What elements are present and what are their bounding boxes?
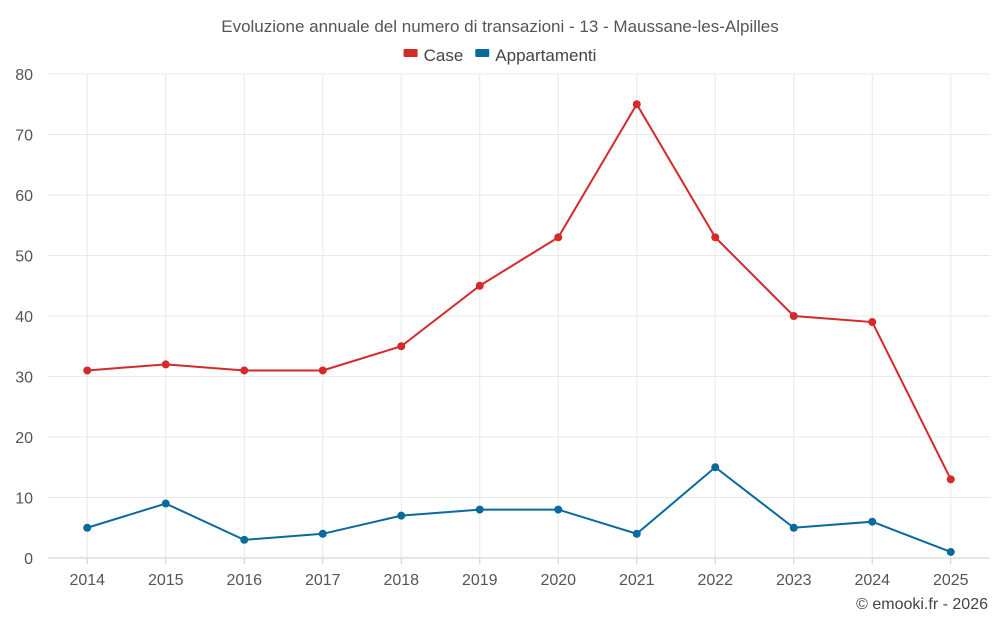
series-line-case bbox=[87, 102, 952, 480]
legend-label: Case bbox=[424, 46, 464, 65]
series-group bbox=[83, 100, 955, 556]
x-tick-label: 2014 bbox=[69, 572, 105, 589]
data-point-appartamenti[interactable] bbox=[632, 529, 641, 538]
x-tick-label: 2024 bbox=[854, 572, 890, 589]
legend-item-case[interactable]: Case bbox=[403, 46, 464, 65]
legend-swatch bbox=[475, 49, 490, 57]
data-point-case[interactable] bbox=[83, 366, 92, 375]
data-point-appartamenti[interactable] bbox=[83, 523, 92, 532]
x-tick-label: 2025 bbox=[933, 572, 969, 589]
y-tick-label: 50 bbox=[15, 249, 33, 266]
legend-swatch bbox=[403, 49, 418, 57]
y-tick-label: 60 bbox=[15, 188, 33, 205]
x-tick-label: 2018 bbox=[383, 572, 419, 589]
data-point-case[interactable] bbox=[240, 366, 249, 375]
legend: Case Appartamenti bbox=[403, 46, 596, 65]
data-point-appartamenti[interactable] bbox=[318, 529, 327, 538]
data-point-case[interactable] bbox=[554, 233, 563, 242]
data-point-appartamenti[interactable] bbox=[554, 505, 563, 514]
x-tick-label: 2020 bbox=[540, 572, 576, 589]
x-tick-label: 2021 bbox=[619, 572, 655, 589]
y-tick-label: 70 bbox=[15, 128, 33, 145]
data-point-appartamenti[interactable] bbox=[240, 535, 249, 544]
x-tick-label: 2019 bbox=[462, 572, 498, 589]
y-tick-label: 10 bbox=[15, 491, 33, 508]
grid bbox=[48, 73, 990, 559]
data-point-appartamenti[interactable] bbox=[789, 523, 798, 532]
credit-text: © emooki.fr - 2026 bbox=[856, 596, 988, 613]
x-tick-label: 2016 bbox=[226, 572, 262, 589]
legend-label: Appartamenti bbox=[495, 46, 596, 65]
x-tick-label: 2022 bbox=[697, 572, 733, 589]
data-point-appartamenti[interactable] bbox=[946, 547, 955, 556]
data-point-appartamenti[interactable] bbox=[475, 505, 484, 514]
data-point-appartamenti[interactable] bbox=[868, 517, 877, 526]
x-tick-label: 2017 bbox=[305, 572, 341, 589]
data-point-appartamenti[interactable] bbox=[161, 499, 170, 508]
y-tick-label: 0 bbox=[24, 551, 33, 568]
x-tick-label: 2023 bbox=[776, 572, 812, 589]
data-point-case[interactable] bbox=[711, 233, 720, 242]
y-tick-label: 40 bbox=[15, 309, 33, 326]
y-tick-label: 30 bbox=[15, 370, 33, 387]
y-tick-label: 80 bbox=[15, 67, 33, 84]
data-point-appartamenti[interactable] bbox=[711, 463, 720, 472]
data-point-case[interactable] bbox=[632, 100, 641, 109]
chart-title: Evoluzione annuale del numero di transaz… bbox=[221, 17, 779, 36]
series-line-appartamenti bbox=[86, 465, 952, 553]
data-point-case[interactable] bbox=[789, 312, 798, 320]
y-tick-label: 20 bbox=[15, 430, 33, 447]
data-point-case[interactable] bbox=[161, 360, 170, 369]
data-point-appartamenti[interactable] bbox=[397, 511, 406, 520]
data-point-case[interactable] bbox=[868, 318, 877, 327]
data-point-case[interactable] bbox=[946, 475, 955, 484]
y-axis: 0 10 20 30 40 50 60 70 80 bbox=[15, 67, 33, 568]
x-axis: 2014 2015 2016 2017 2018 2019 2020 2021 2022 2023… bbox=[69, 558, 969, 589]
data-point-case[interactable] bbox=[475, 281, 484, 290]
data-point-case[interactable] bbox=[397, 342, 406, 351]
x-tick-label: 2015 bbox=[148, 572, 184, 589]
legend-item-appartamenti[interactable]: Appartamenti bbox=[475, 46, 596, 65]
data-point-case[interactable] bbox=[318, 366, 327, 375]
